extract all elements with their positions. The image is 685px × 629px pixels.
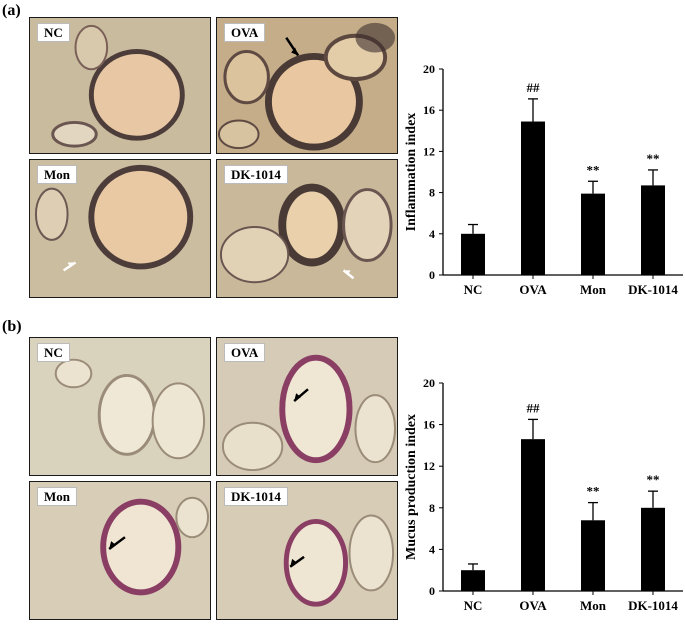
y-tick-label: 4 bbox=[429, 542, 435, 556]
y-tick-label: 12 bbox=[423, 459, 435, 473]
mucus-production-index-chart: 0 4 8 12 16 20 Mucus production index NC ## OVA **… bbox=[400, 368, 685, 624]
micrograph-label: Mon bbox=[37, 487, 77, 506]
panel-label-a: (a) bbox=[2, 2, 21, 19]
inflammation-index-chart: 0 4 8 12 16 20 Inflammation index NC ## OVA ** Mon *… bbox=[400, 52, 685, 310]
y-tick-label: 12 bbox=[423, 144, 435, 158]
x-tick-label: DK-1014 bbox=[628, 598, 678, 613]
micrograph-a-nc: NC bbox=[29, 17, 211, 154]
lung-tissue-image bbox=[217, 338, 397, 475]
micrograph-a-dk1014: DK-1014 bbox=[216, 159, 398, 298]
x-tick-label: OVA bbox=[519, 282, 547, 297]
panel-label-b: (b) bbox=[2, 318, 22, 335]
significance-mark: ** bbox=[587, 484, 600, 499]
significance-mark: ** bbox=[587, 162, 600, 177]
lung-tissue-image bbox=[217, 160, 397, 297]
micrograph-label: Mon bbox=[37, 165, 77, 184]
bar bbox=[521, 121, 545, 275]
chart-svg: 0 4 8 12 16 20 Mucus production index NC ## OVA **… bbox=[404, 376, 683, 613]
y-axis-label: Mucus production index bbox=[404, 414, 419, 560]
x-tick-label: Mon bbox=[580, 598, 607, 613]
micrograph-label: NC bbox=[37, 23, 70, 42]
micrograph-a-mon: Mon bbox=[29, 159, 211, 298]
y-tick-label: 20 bbox=[423, 376, 435, 390]
lung-tissue-image bbox=[217, 18, 397, 153]
micrograph-b-ova: OVA bbox=[216, 337, 398, 476]
significance-mark: ## bbox=[527, 80, 541, 95]
bar bbox=[641, 185, 665, 275]
y-tick-label: 8 bbox=[429, 501, 435, 515]
y-tick-label: 4 bbox=[429, 227, 435, 241]
significance-mark: ** bbox=[647, 472, 660, 487]
y-axis-label: Inflammation index bbox=[404, 113, 419, 232]
y-tick-label: 16 bbox=[423, 418, 435, 432]
micrograph-b-dk1014: DK-1014 bbox=[216, 481, 398, 620]
y-tick-label: 0 bbox=[429, 268, 435, 282]
y-tick-label: 8 bbox=[429, 186, 435, 200]
micrograph-label: DK-1014 bbox=[224, 165, 288, 184]
micrograph-b-mon: Mon bbox=[29, 481, 211, 620]
x-tick-label: OVA bbox=[519, 598, 547, 613]
micrograph-b-nc: NC bbox=[29, 337, 211, 476]
y-tick-label: 20 bbox=[423, 62, 435, 76]
x-tick-label: Mon bbox=[580, 282, 607, 297]
micrograph-label: OVA bbox=[224, 23, 266, 42]
bar bbox=[641, 507, 665, 591]
bar bbox=[521, 439, 545, 591]
x-tick-label: NC bbox=[464, 598, 483, 613]
significance-mark: ** bbox=[647, 151, 660, 166]
lung-tissue-image bbox=[30, 18, 210, 153]
x-tick-label: DK-1014 bbox=[628, 282, 678, 297]
micrograph-label: DK-1014 bbox=[224, 487, 288, 506]
micrograph-label: OVA bbox=[224, 343, 266, 362]
lung-tissue-image bbox=[217, 482, 397, 619]
bar bbox=[581, 193, 605, 275]
chart-svg: 0 4 8 12 16 20 Inflammation index NC ## OVA ** Mon *… bbox=[404, 62, 683, 297]
bar bbox=[581, 520, 605, 591]
significance-mark: ## bbox=[527, 400, 541, 415]
x-tick-label: NC bbox=[464, 282, 483, 297]
y-tick-label: 0 bbox=[429, 584, 435, 598]
bar bbox=[461, 233, 485, 275]
micrograph-a-ova: OVA bbox=[216, 17, 398, 154]
y-tick-label: 16 bbox=[423, 103, 435, 117]
micrograph-label: NC bbox=[37, 343, 70, 362]
bar bbox=[461, 570, 485, 591]
